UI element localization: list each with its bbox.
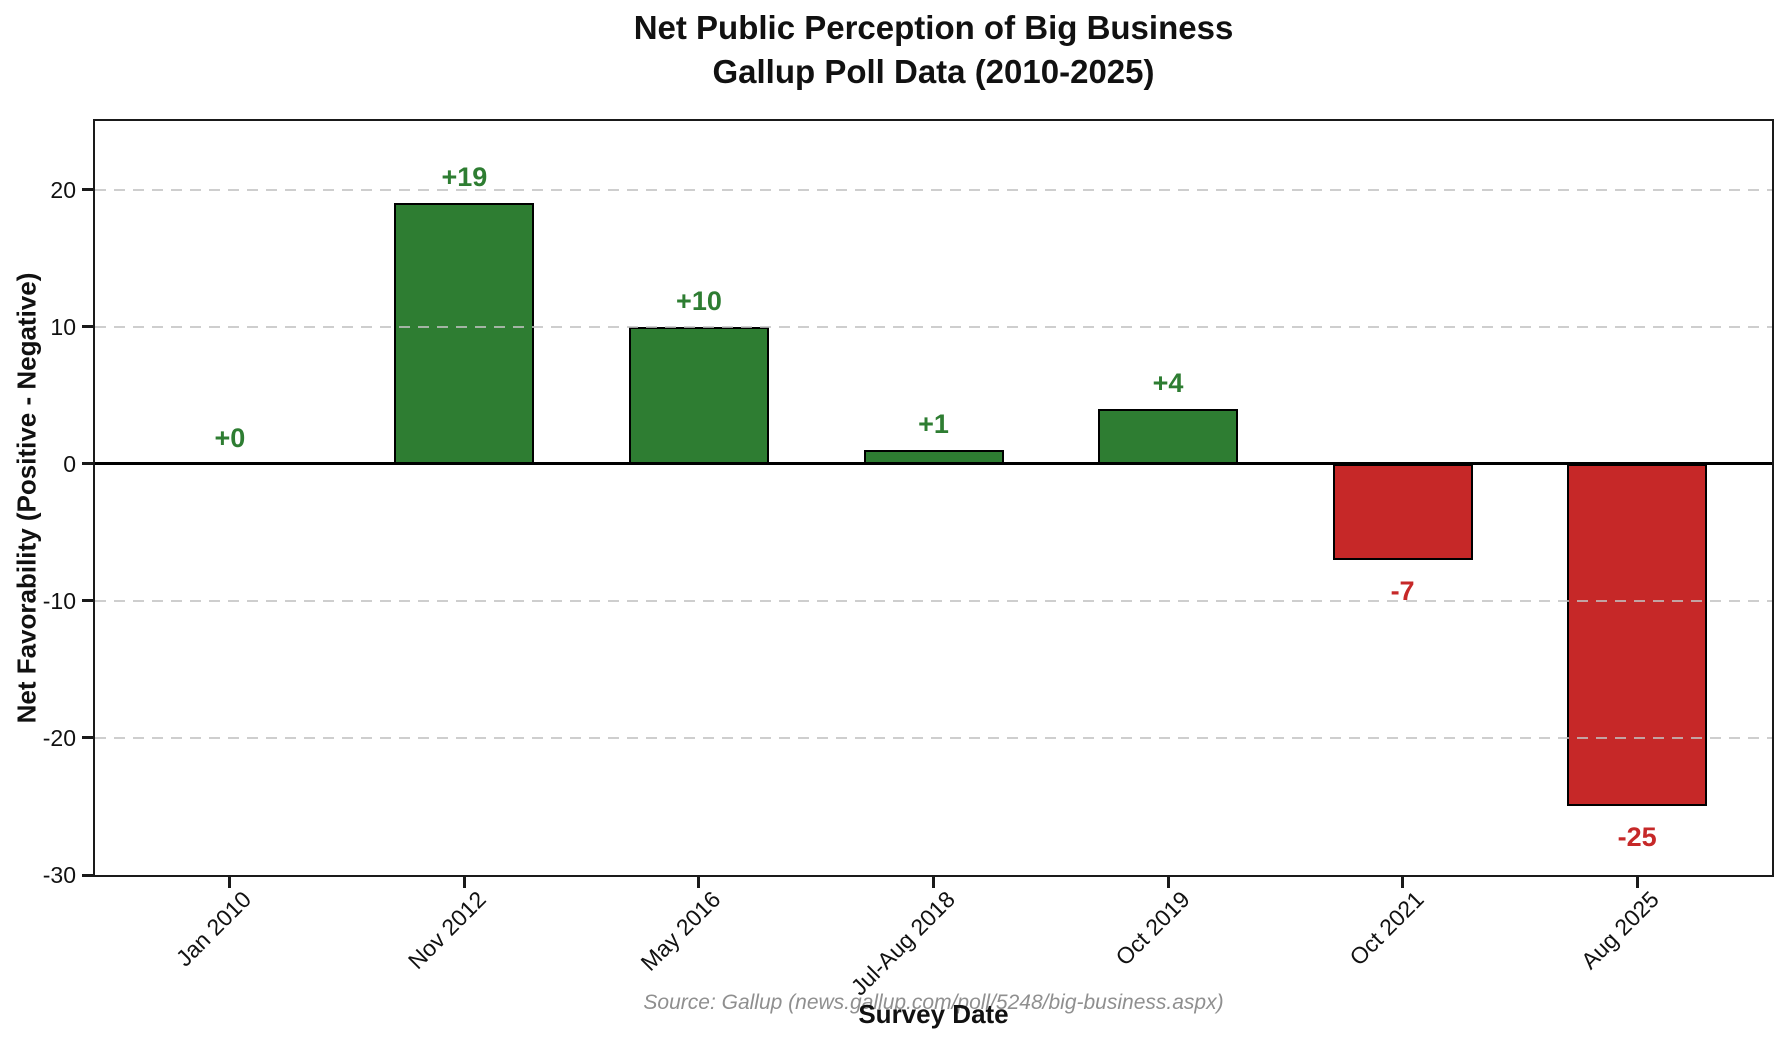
zero-line	[95, 462, 1772, 466]
bar-oct-2021	[1332, 463, 1473, 560]
bar-aug-2025	[1567, 463, 1708, 807]
x-axis-label: Survey Date	[858, 999, 1009, 1029]
y-tick-label: -20	[42, 724, 76, 751]
source-note: Source: Gallup (news.gallup.com/poll/524…	[643, 991, 1224, 1014]
chart-title-line-1: Net Public Perception of Big Business	[633, 9, 1234, 46]
x-axis-tick	[462, 877, 466, 888]
y-axis-tick	[82, 599, 93, 603]
bar-value-label: +19	[441, 162, 488, 193]
x-tick-label: Oct 2021	[1344, 886, 1429, 971]
x-axis-tick	[932, 877, 935, 888]
bar-value-label: +1	[918, 409, 949, 440]
x-axis-tick	[228, 877, 232, 888]
gridline-10	[95, 325, 1772, 328]
x-axis-tick	[1635, 877, 1639, 888]
x-tick-label: Jul-Aug 2018	[845, 886, 960, 1001]
bar-value-label: +10	[676, 285, 722, 316]
y-axis-tick	[82, 325, 93, 329]
bar-nov-2012	[394, 203, 535, 464]
chart-title-line-2: Gallup Poll Data (2010-2025)	[712, 53, 1155, 90]
bar-oct-2019	[1098, 408, 1239, 464]
x-tick-label: Oct 2019	[1110, 886, 1195, 971]
y-tick-label: -30	[42, 862, 76, 888]
x-tick-label: Jan 2010	[170, 886, 257, 972]
y-axis-label: Net Favorability (Positive - Negative)	[11, 272, 42, 724]
y-tick-label: 10	[50, 313, 76, 340]
bar-value-label: -25	[1617, 822, 1657, 853]
bar-value-label: +0	[214, 422, 246, 453]
x-tick-label: Aug 2025	[1575, 886, 1664, 975]
y-axis-tick	[82, 736, 93, 740]
x-tick-label: Nov 2012	[402, 886, 491, 975]
x-tick-label: May 2016	[635, 886, 726, 976]
bar-value-label: +4	[1152, 367, 1184, 398]
y-tick-label: 0	[63, 450, 76, 477]
x-axis-tick	[1401, 877, 1405, 888]
bar-value-label: -7	[1390, 575, 1415, 606]
plot-area: +0 +19 +10 +1 +4 -7 -25	[93, 119, 1774, 877]
gridline--20	[95, 736, 1772, 739]
chart-title: Net Public Perception of Big Business Ga…	[95, 6, 1772, 94]
y-axis-tick	[82, 873, 93, 877]
gridline-20	[95, 188, 1772, 191]
x-axis-tick	[697, 877, 701, 888]
gridline--10	[95, 599, 1772, 602]
x-axis-tick	[1166, 877, 1170, 888]
y-tick-label: 20	[50, 176, 76, 203]
y-axis-tick	[82, 462, 93, 466]
y-tick-label: -10	[42, 587, 76, 614]
bar-may-2016	[628, 326, 769, 464]
y-axis-tick	[82, 188, 93, 192]
